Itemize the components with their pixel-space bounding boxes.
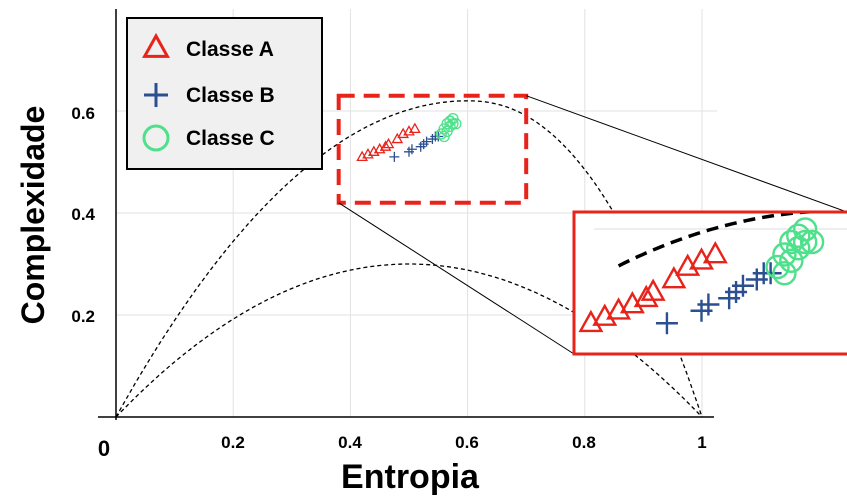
x-tick-label: 0.2 — [221, 433, 245, 452]
data-point — [433, 131, 444, 142]
inset-data-point — [731, 274, 754, 297]
data-point — [421, 136, 432, 147]
zoom-connector — [526, 95, 847, 213]
inset-data-point — [792, 217, 818, 242]
data-point — [406, 144, 417, 155]
legend: Classe A Classe B Classe C — [126, 17, 323, 170]
inset-data-point — [779, 248, 804, 273]
legend-label: Classe A — [186, 38, 274, 61]
data-point — [391, 132, 404, 144]
inset-frame — [572, 210, 847, 356]
x-tick-label: 1 — [697, 433, 706, 452]
inset-data-point — [640, 278, 666, 301]
y-tick-label: 0.6 — [71, 104, 95, 123]
zoom-region — [336, 93, 847, 355]
inset-data-point — [772, 261, 797, 286]
legend-marker-triangle — [142, 32, 170, 58]
legend-markers — [142, 32, 170, 152]
zoom-inset — [572, 210, 847, 356]
data-point — [441, 125, 453, 138]
y-tick-label: 0.4 — [71, 205, 95, 224]
inset-data-point — [655, 312, 678, 335]
inset-data-point — [779, 229, 804, 255]
inset-data-point — [702, 241, 728, 264]
data-point — [379, 140, 392, 151]
inset-content — [578, 212, 847, 335]
x-tick-label: 0 — [98, 436, 110, 461]
inset-upper-bound-curve — [617, 212, 847, 268]
x-tick-label: 0.4 — [338, 433, 362, 452]
data-point — [447, 118, 459, 130]
x-tick-label: 0.8 — [572, 433, 596, 452]
data-point — [382, 137, 395, 149]
upper-bound-curve — [115, 100, 703, 418]
x-axis-title: Entropia — [341, 458, 480, 496]
inset-data-point — [799, 229, 825, 255]
inset-data-point — [661, 266, 687, 289]
data-point — [450, 118, 462, 130]
y-axis-title: Complexidade — [15, 106, 51, 325]
legend-marker-plus — [144, 83, 168, 107]
inset-data-point — [633, 284, 659, 308]
data-point — [389, 151, 400, 162]
data-points — [356, 113, 462, 162]
x-tick-label: 0.6 — [455, 433, 479, 452]
zoom-connector — [338, 202, 575, 355]
inset-data-point — [697, 293, 720, 316]
inset-data-point — [759, 262, 782, 285]
inset-data-point — [765, 254, 790, 280]
legend-label: Classe C — [186, 127, 275, 150]
legend-label: Classe B — [186, 84, 275, 107]
axes — [98, 9, 714, 420]
data-point — [444, 115, 456, 127]
inset-data-point — [772, 242, 797, 267]
y-tick-label: 0.2 — [71, 307, 95, 326]
zoom-box — [336, 93, 529, 205]
inset-data-point — [786, 223, 811, 248]
legend-marker-circle — [142, 124, 170, 152]
data-point — [409, 122, 421, 134]
inset-data-point — [792, 229, 818, 255]
